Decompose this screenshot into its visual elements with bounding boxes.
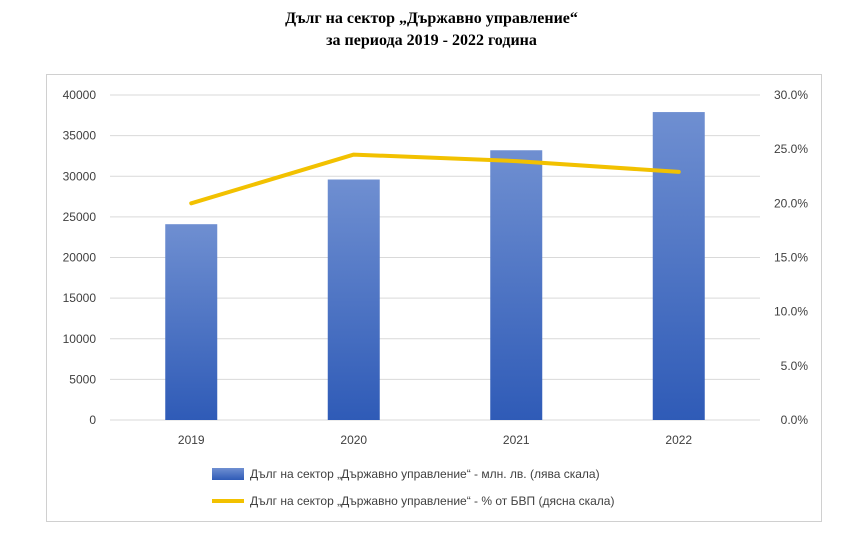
left-axis-tick-label: 0 bbox=[89, 413, 96, 427]
bar-2020 bbox=[327, 179, 380, 420]
bar-2021 bbox=[490, 150, 543, 420]
right-axis-tick-label: 10.0% bbox=[774, 305, 808, 319]
chart-subtitle: за периода 2019 - 2022 година bbox=[326, 32, 537, 49]
right-axis-tick-label: 15.0% bbox=[774, 251, 808, 265]
left-axis-tick-label: 15000 bbox=[63, 291, 97, 305]
line-series-gdp-percent bbox=[189, 152, 681, 206]
right-axis-tick-label: 0.0% bbox=[781, 413, 809, 427]
left-axis-tick-label: 5000 bbox=[69, 372, 96, 386]
right-axis-tick-label: 30.0% bbox=[774, 88, 808, 102]
x-axis-tick-label: 2019 bbox=[178, 433, 205, 447]
legend-label-line: Дълг на сектор „Държавно управление“ - %… bbox=[250, 494, 614, 508]
legend-label-bars: Дълг на сектор „Държавно управление“ - м… bbox=[250, 467, 600, 481]
bar-2019 bbox=[165, 224, 218, 420]
left-axis-tick-label: 10000 bbox=[63, 332, 97, 346]
legend-swatch-bars bbox=[212, 468, 244, 480]
x-axis-tick-label: 2020 bbox=[340, 433, 367, 447]
left-axis-tick-label: 40000 bbox=[63, 88, 97, 102]
left-axis-tick-label: 20000 bbox=[63, 251, 97, 265]
x-axis-tick-label: 2021 bbox=[503, 433, 530, 447]
left-axis-tick-label: 35000 bbox=[63, 129, 97, 143]
bar-2022 bbox=[652, 112, 705, 420]
chart-frame bbox=[46, 74, 822, 522]
left-axis-tick-label: 25000 bbox=[63, 210, 97, 224]
left-axis-tick-label: 30000 bbox=[63, 169, 97, 183]
chart-title: Дълг на сектор „Държавно управление“ bbox=[285, 10, 578, 27]
chart-title-block: Дълг на сектор „Държавно управление“ за … bbox=[0, 8, 863, 52]
x-axis-tick-label: 2022 bbox=[665, 433, 692, 447]
right-axis-tick-label: 20.0% bbox=[774, 196, 808, 210]
right-axis-tick-label: 25.0% bbox=[774, 142, 808, 156]
right-axis-tick-label: 5.0% bbox=[781, 359, 809, 373]
